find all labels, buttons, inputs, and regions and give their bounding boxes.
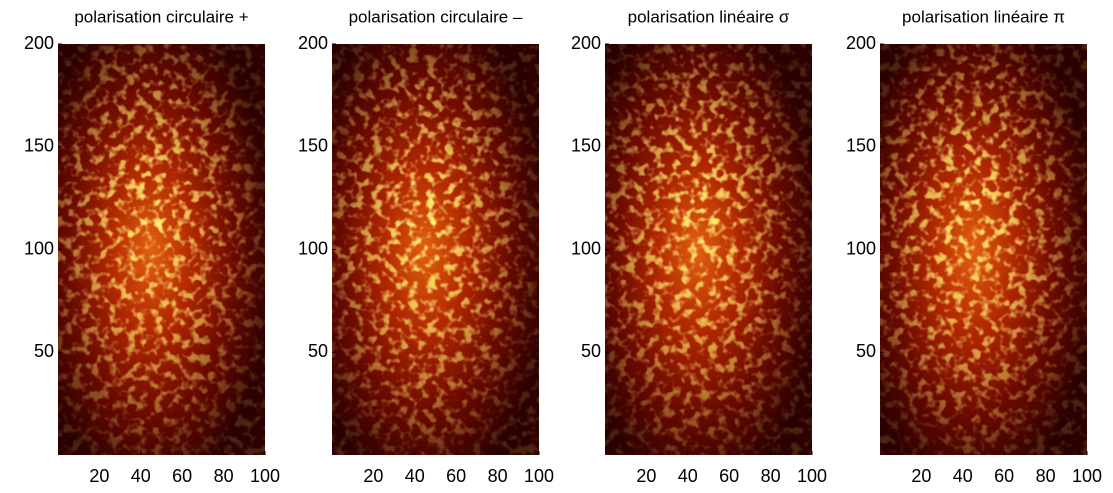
chart-title: polarisation linéaire π <box>902 7 1065 26</box>
image-speckle <box>880 44 1087 455</box>
x-tick-label: 80 <box>488 466 508 486</box>
x-tick-label: 40 <box>953 466 973 486</box>
y-tick-label: 100 <box>24 238 54 258</box>
x-tick-label: 100 <box>1072 466 1102 486</box>
x-tick-label: 40 <box>405 466 425 486</box>
y-tick-label: 50 <box>856 341 876 361</box>
x-tick-label: 20 <box>363 466 383 486</box>
x-tick-label: 100 <box>250 466 280 486</box>
image-speckle <box>332 44 539 455</box>
x-tick-label: 100 <box>797 466 827 486</box>
y-tick-label: 150 <box>846 136 876 156</box>
y-tick-label: 200 <box>846 33 876 53</box>
x-tick-label: 60 <box>172 466 192 486</box>
x-tick-label: 80 <box>214 466 234 486</box>
x-tick-label: 80 <box>761 466 781 486</box>
y-tick-label: 200 <box>24 33 54 53</box>
image-speckle <box>605 44 812 455</box>
y-tick-label: 200 <box>571 33 601 53</box>
x-tick-label: 80 <box>1036 466 1056 486</box>
x-tick-label: 20 <box>636 466 656 486</box>
x-tick-label: 60 <box>719 466 739 486</box>
y-tick-label: 50 <box>581 341 601 361</box>
x-tick-label: 60 <box>994 466 1014 486</box>
y-tick-label: 200 <box>298 33 328 53</box>
chart-title: polarisation linéaire σ <box>628 7 790 26</box>
y-tick-label: 100 <box>846 238 876 258</box>
chart-title: polarisation circulaire – <box>349 7 523 26</box>
y-tick-label: 150 <box>298 136 328 156</box>
y-tick-label: 50 <box>308 341 328 361</box>
chart-title: polarisation circulaire + <box>74 7 248 26</box>
x-tick-label: 20 <box>911 466 931 486</box>
y-tick-label: 100 <box>298 238 328 258</box>
x-tick-label: 60 <box>446 466 466 486</box>
image-speckle <box>58 44 265 455</box>
y-tick-label: 150 <box>24 136 54 156</box>
y-tick-label: 100 <box>571 238 601 258</box>
y-tick-label: 150 <box>571 136 601 156</box>
x-tick-label: 40 <box>678 466 698 486</box>
x-tick-label: 20 <box>89 466 109 486</box>
x-tick-label: 40 <box>131 466 151 486</box>
y-tick-label: 50 <box>34 341 54 361</box>
x-tick-label: 100 <box>524 466 554 486</box>
